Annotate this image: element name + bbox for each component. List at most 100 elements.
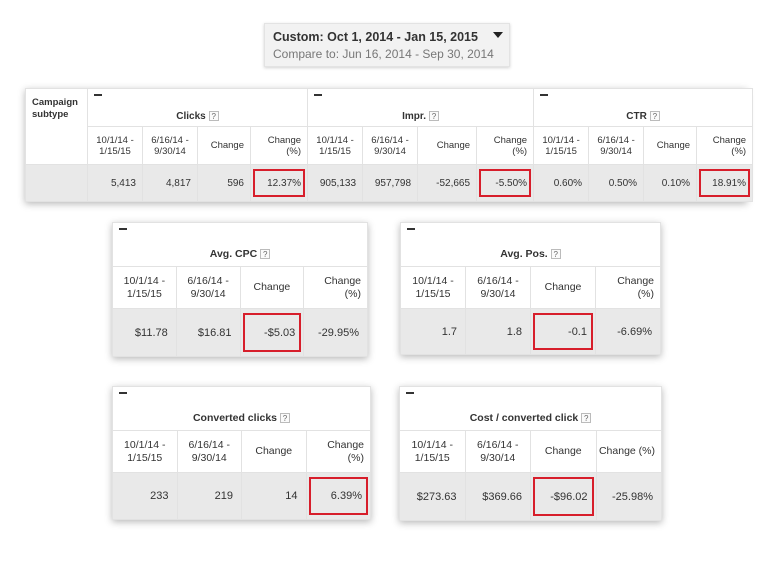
conv-change: 14 (241, 472, 307, 520)
converted-clicks-table: Converted clicks? 10/1/14 - 1/15/15 6/16… (112, 386, 371, 520)
cost-previous: $369.66 (464, 472, 531, 521)
date-range-value: Custom: Oct 1, 2014 - Jan 15, 2015 (273, 30, 478, 44)
table-row: $11.78 $16.81 -$5.03 -29.95% (112, 308, 368, 357)
avg-pos-header: Avg. Pos.? (400, 222, 661, 267)
help-icon[interactable]: ? (280, 413, 291, 424)
avg-pos-title[interactable]: Avg. Pos. (500, 248, 548, 260)
cost-change-pct: -25.98% (595, 472, 662, 521)
col-current-range[interactable]: 10/1/14 - 1/15/15 (112, 266, 177, 309)
col-change-pct[interactable]: Change (%) (476, 126, 535, 165)
col-change[interactable]: Change (643, 126, 698, 165)
col-current-range[interactable]: 10/1/14 - 1/15/15 (400, 266, 466, 309)
cpc-previous: $16.81 (175, 308, 241, 357)
clicks-current: 5,413 (87, 164, 143, 202)
clicks-title[interactable]: Clicks (176, 111, 206, 122)
collapse-icon[interactable] (407, 228, 415, 230)
cost-per-conv-title[interactable]: Cost / converted click (469, 412, 579, 424)
ctr-change-pct: 18.91% (696, 164, 754, 202)
conv-current: 233 (112, 472, 178, 520)
col-change-pct[interactable]: Change (%) (595, 266, 661, 309)
pos-change: -0.1 (530, 308, 596, 355)
conv-change-pct: 6.39% (305, 472, 371, 520)
col-previous-range[interactable]: 6/16/14 - 9/30/14 (588, 126, 645, 165)
help-icon[interactable]: ? (581, 413, 592, 424)
pos-previous: 1.8 (465, 308, 531, 355)
ctr-previous: 0.50% (588, 164, 645, 202)
col-change-pct[interactable]: Change (%) (595, 430, 662, 473)
col-previous-range[interactable]: 6/16/14 - 9/30/14 (175, 266, 241, 309)
col-change-pct[interactable]: Change (%) (696, 126, 754, 165)
collapse-icon[interactable] (94, 94, 102, 96)
table-row: 233 219 14 6.39% (112, 472, 371, 520)
collapse-icon[interactable] (540, 94, 549, 96)
pos-current: 1.7 (400, 308, 466, 355)
help-icon[interactable]: ? (260, 249, 271, 260)
col-current-range[interactable]: 10/1/14 - 1/15/15 (112, 430, 178, 473)
help-icon[interactable]: ? (550, 249, 561, 260)
ctr-current: 0.60% (533, 164, 590, 202)
avg-cpc-header: Avg. CPC? (112, 222, 368, 267)
col-change[interactable]: Change (530, 266, 596, 309)
table-row: 1.7 1.8 -0.1 -6.69% (400, 308, 661, 355)
collapse-icon[interactable] (119, 228, 127, 230)
col-change[interactable]: Change (197, 126, 251, 165)
col-change[interactable]: Change (241, 430, 307, 473)
campaign-subtype-header[interactable]: Campaign subtype (25, 88, 88, 165)
help-icon[interactable]: ? (208, 111, 219, 122)
col-current-range[interactable]: 10/1/14 - 1/15/15 (399, 430, 466, 473)
impr-change-pct: -5.50% (476, 164, 535, 202)
col-previous-range[interactable]: 6/16/14 - 9/30/14 (142, 126, 198, 165)
col-change[interactable]: Change (530, 430, 597, 473)
col-change-pct[interactable]: Change (%) (305, 430, 371, 473)
ctr-group-header: CTR? (533, 88, 754, 127)
impr-group-header: Impr.? (307, 88, 535, 127)
collapse-icon[interactable] (314, 94, 323, 96)
cpc-current: $11.78 (112, 308, 177, 357)
clicks-change: 596 (197, 164, 251, 202)
col-change-pct[interactable]: Change (%) (249, 126, 309, 165)
table-row: $273.63 $369.66 -$96.02 -25.98% (399, 472, 662, 521)
col-change[interactable]: Change (239, 266, 305, 309)
cost-current: $273.63 (399, 472, 466, 521)
table-row: 5,413 4,817 596 12.37% 905,133 957,798 -… (25, 164, 754, 202)
date-range-selector[interactable]: Custom: Oct 1, 2014 - Jan 15, 2015 Compa… (264, 23, 510, 67)
avg-cpc-table: Avg. CPC? 10/1/14 - 1/15/15 6/16/14 - 9/… (112, 222, 368, 357)
clicks-group-header: Clicks? (86, 88, 309, 127)
pos-change-pct: -6.69% (595, 308, 661, 355)
subtype-cell (25, 164, 88, 202)
col-previous-range[interactable]: 6/16/14 - 9/30/14 (362, 126, 419, 165)
cost-per-conv-header: Cost / converted click? (399, 386, 662, 431)
cost-per-converted-click-table: Cost / converted click? 10/1/14 - 1/15/1… (399, 386, 662, 521)
chevron-down-icon[interactable] (493, 32, 503, 38)
col-current-range[interactable]: 10/1/14 - 1/15/15 (307, 126, 364, 165)
cpc-change-pct: -29.95% (303, 308, 368, 357)
impr-title[interactable]: Impr. (402, 111, 426, 122)
col-current-range[interactable]: 10/1/14 - 1/15/15 (87, 126, 143, 165)
col-change[interactable]: Change (417, 126, 478, 165)
compare-range-value: Compare to: Jun 16, 2014 - Sep 30, 2014 (273, 47, 494, 61)
collapse-icon[interactable] (119, 392, 127, 394)
cost-change: -$96.02 (530, 472, 597, 521)
converted-clicks-header: Converted clicks? (112, 386, 371, 431)
collapse-icon[interactable] (406, 392, 414, 394)
main-metrics-table: Campaign subtype Clicks? Impr.? CTR? 10/… (25, 88, 754, 202)
clicks-change-pct: 12.37% (249, 164, 309, 202)
clicks-previous: 4,817 (142, 164, 198, 202)
impr-current: 905,133 (307, 164, 364, 202)
converted-clicks-title[interactable]: Converted clicks (192, 412, 278, 424)
conv-previous: 219 (176, 472, 242, 520)
impr-change: -52,665 (417, 164, 478, 202)
impr-previous: 957,798 (362, 164, 419, 202)
help-icon[interactable]: ? (429, 111, 439, 122)
col-previous-range[interactable]: 6/16/14 - 9/30/14 (464, 430, 531, 473)
col-previous-range[interactable]: 6/16/14 - 9/30/14 (176, 430, 242, 473)
col-previous-range[interactable]: 6/16/14 - 9/30/14 (465, 266, 531, 309)
ctr-title[interactable]: CTR (626, 111, 647, 122)
avg-cpc-title[interactable]: Avg. CPC (209, 248, 258, 260)
cpc-change: -$5.03 (239, 308, 305, 357)
ctr-change: 0.10% (643, 164, 698, 202)
help-icon[interactable]: ? (649, 111, 660, 122)
col-change-pct[interactable]: Change (%) (303, 266, 368, 309)
avg-pos-table: Avg. Pos.? 10/1/14 - 1/15/15 6/16/14 - 9… (400, 222, 661, 355)
col-current-range[interactable]: 10/1/14 - 1/15/15 (533, 126, 590, 165)
